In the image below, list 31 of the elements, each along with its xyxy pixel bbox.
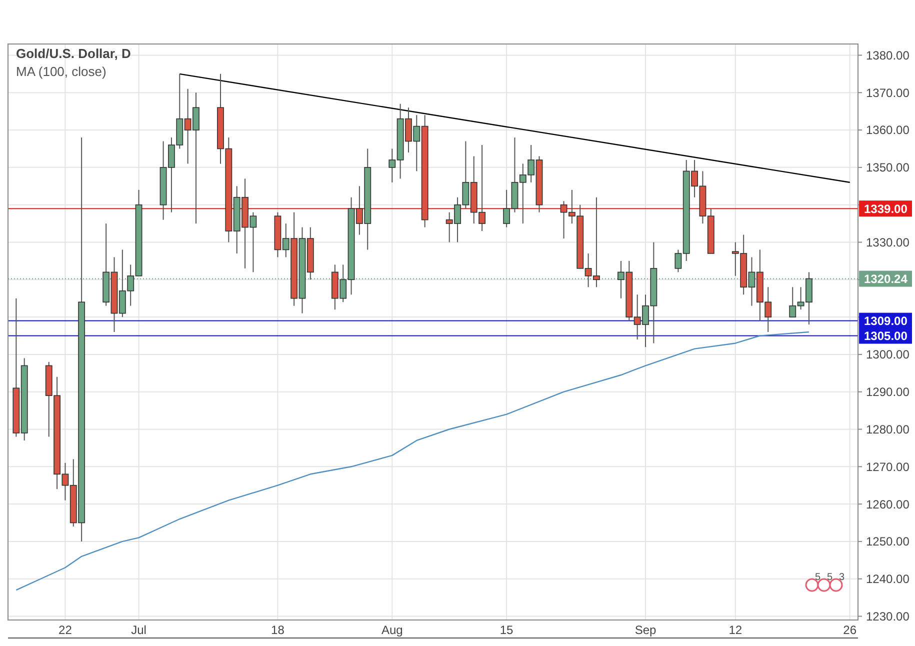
ref-line-label: 1309.00 [864, 314, 908, 328]
y-tick-label: 1360.00 [866, 123, 910, 138]
y-tick-label: 1280.00 [866, 422, 910, 436]
line-series [16, 331, 810, 591]
y-tick-label: 1270.00 [866, 460, 910, 474]
y-tick-label: 1290.00 [866, 385, 910, 400]
x-tick-label: Aug [381, 623, 403, 637]
y-tick-label: 1330.00 [866, 235, 910, 250]
x-tick-label: 15 [500, 623, 514, 637]
y-tick-label: 1250.00 [866, 534, 910, 549]
y-tick-label: 1370.00 [866, 86, 910, 100]
y-tick-label: 1380.00 [866, 48, 910, 62]
annotation: 5 [815, 572, 821, 583]
y-tick-label: 1350.00 [866, 160, 910, 175]
y-tick-label: 1240.00 [866, 572, 910, 586]
annotation: 5 [827, 572, 833, 583]
y-tick-label: 1260.00 [866, 497, 910, 512]
ref-line-label: 1339.00 [864, 202, 908, 216]
x-tick-label: Jul [131, 623, 146, 637]
annotation: 3 [839, 572, 845, 583]
x-tick-label: Sep [634, 623, 656, 637]
ref-line-label: 1305.00 [864, 328, 908, 343]
text: MA (100, close) [16, 64, 106, 79]
chart-title: Gold/U.S. Dollar, D [16, 46, 131, 61]
x-tick-label: 12 [728, 623, 742, 637]
y-tick-label: 1300.00 [866, 348, 910, 362]
y-tick-label: 1230.00 [866, 609, 910, 624]
ref-line-label: 1320.24 [864, 272, 908, 286]
x-tick-label: 26 [843, 623, 857, 637]
x-tick-label: 18 [271, 623, 285, 637]
x-tick-label: 22 [58, 623, 72, 637]
